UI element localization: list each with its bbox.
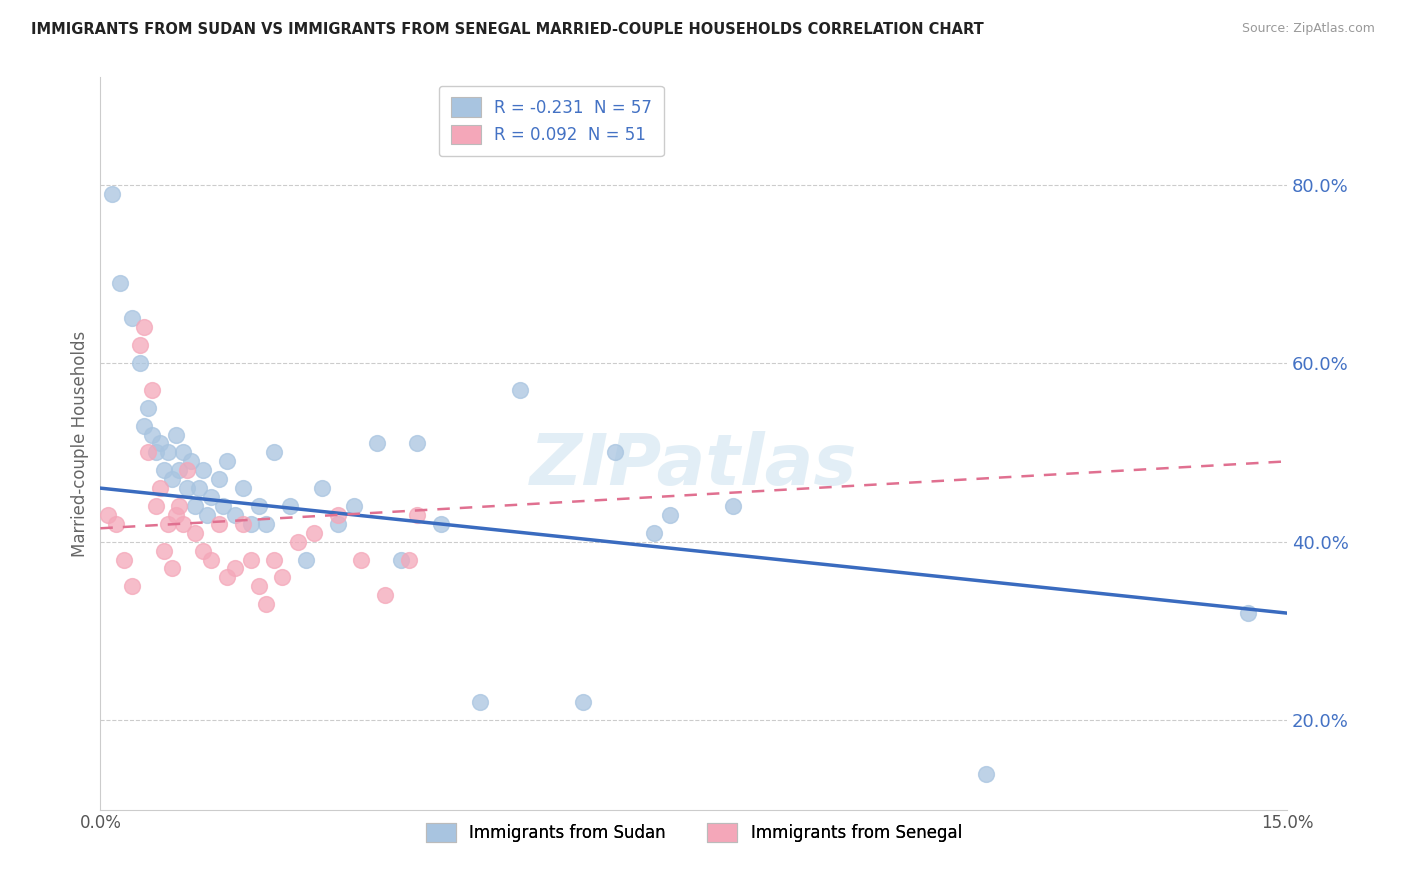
Point (232, 516, 254, 531)
Point (350, 552, 373, 566)
Point (302, 525, 325, 540)
Point (326, 508, 349, 522)
Point (429, 516, 451, 531)
Point (366, 436, 388, 450)
Point (149, 436, 172, 450)
Legend: Immigrants from Sudan, Immigrants from Senegal: Immigrants from Sudan, Immigrants from S… (419, 816, 969, 849)
Point (97, 508, 120, 522)
Point (311, 481, 333, 495)
Point (247, 499, 270, 513)
Point (165, 508, 187, 522)
Point (215, 570, 238, 584)
Point (184, 525, 207, 540)
Point (374, 588, 396, 602)
Point (165, 427, 187, 442)
Point (643, 525, 665, 540)
Point (603, 445, 626, 459)
Point (468, 695, 491, 709)
Point (184, 499, 207, 513)
Point (215, 454, 238, 468)
Point (121, 311, 143, 326)
Point (176, 481, 198, 495)
Point (224, 508, 246, 522)
Point (129, 338, 152, 352)
Point (326, 516, 349, 531)
Point (132, 320, 155, 334)
Point (193, 463, 215, 477)
Point (278, 499, 301, 513)
Point (200, 552, 222, 566)
Point (659, 508, 682, 522)
Point (169, 463, 191, 477)
Point (149, 481, 172, 495)
Y-axis label: Married-couple Households: Married-couple Households (72, 330, 89, 557)
Point (112, 552, 135, 566)
Point (129, 356, 152, 370)
Point (256, 516, 278, 531)
Point (145, 445, 167, 459)
Point (176, 463, 198, 477)
Point (145, 499, 167, 513)
Point (160, 472, 183, 486)
Point (256, 597, 278, 611)
Point (136, 401, 159, 415)
Point (247, 579, 270, 593)
Point (342, 499, 364, 513)
Point (195, 508, 218, 522)
Text: Source: ZipAtlas.com: Source: ZipAtlas.com (1241, 22, 1375, 36)
Point (295, 552, 318, 566)
Point (141, 383, 163, 397)
Point (263, 552, 285, 566)
Point (263, 445, 285, 459)
Point (1236, 606, 1258, 620)
Point (239, 516, 262, 531)
Text: ZIPatlas: ZIPatlas (530, 431, 858, 500)
Point (232, 481, 254, 495)
Point (108, 276, 131, 290)
Point (208, 472, 231, 486)
Point (212, 499, 235, 513)
Point (239, 552, 262, 566)
Point (976, 767, 998, 781)
Point (208, 516, 231, 531)
Point (105, 516, 128, 531)
Point (156, 516, 179, 531)
Point (156, 445, 179, 459)
Point (160, 561, 183, 575)
Point (188, 481, 211, 495)
Point (389, 552, 412, 566)
Point (398, 552, 420, 566)
Point (287, 534, 309, 549)
Point (180, 454, 202, 468)
Point (193, 543, 215, 558)
Point (172, 516, 194, 531)
Point (509, 383, 531, 397)
Point (136, 445, 159, 459)
Point (200, 490, 222, 504)
Point (141, 427, 163, 442)
Point (405, 508, 427, 522)
Point (152, 463, 174, 477)
Point (224, 561, 246, 575)
Point (121, 579, 143, 593)
Point (271, 570, 294, 584)
Point (572, 695, 595, 709)
Point (405, 436, 427, 450)
Point (172, 445, 194, 459)
Point (132, 418, 155, 433)
Point (152, 543, 174, 558)
Point (101, 186, 124, 201)
Point (723, 499, 745, 513)
Text: IMMIGRANTS FROM SUDAN VS IMMIGRANTS FROM SENEGAL MARRIED-COUPLE HOUSEHOLDS CORRE: IMMIGRANTS FROM SUDAN VS IMMIGRANTS FROM… (31, 22, 984, 37)
Point (169, 499, 191, 513)
